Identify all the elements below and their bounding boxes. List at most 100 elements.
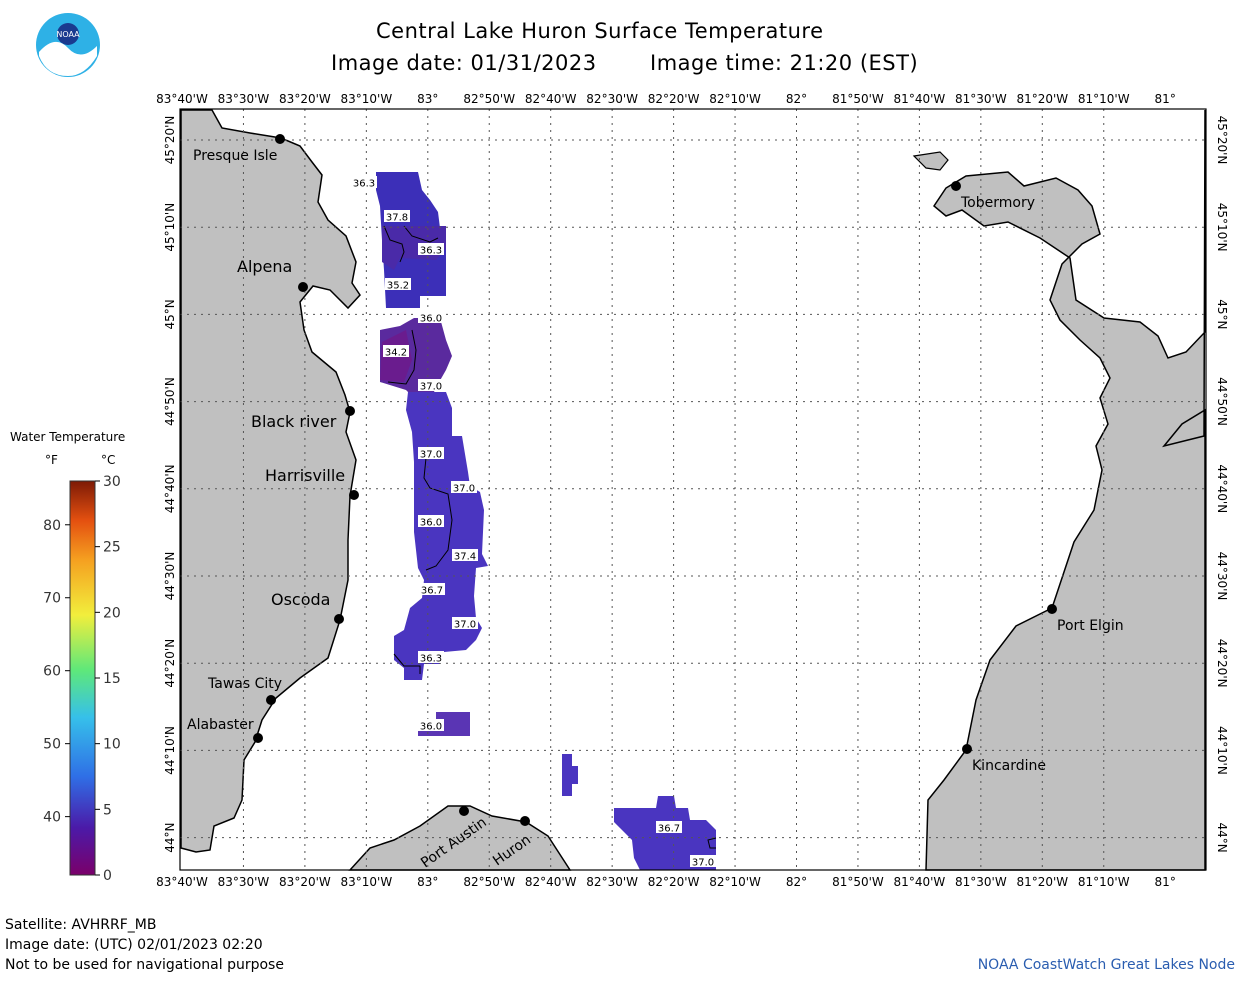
legend-c-tick: 30 [103, 474, 121, 490]
satellite-info: Satellite: AVHRRF_MB [5, 917, 157, 933]
temp-label-box [418, 311, 444, 323]
temp-label-box [384, 210, 410, 222]
lon-tick-top: 81°10'W [1078, 92, 1130, 106]
graticule [180, 109, 1206, 870]
place-label: Harrisville [265, 466, 345, 485]
logo-text: NOAA [56, 30, 80, 39]
lat-tick-left: 45°N [163, 299, 177, 329]
legend-unit-c: °C [101, 453, 116, 467]
bruce-peninsula-land [925, 109, 1206, 871]
temp-label-box [418, 719, 444, 731]
lon-tick-top: 81°50'W [832, 92, 884, 106]
place-marker [275, 134, 285, 144]
place-marker [345, 406, 355, 416]
lon-tick-bottom: 81°20'W [1016, 875, 1068, 889]
temp-label: 36.3 [420, 654, 442, 665]
legend-f-tick: 80 [43, 518, 61, 534]
legend-c-tick: 20 [103, 605, 121, 621]
lon-tick-top: 82°10'W [709, 92, 761, 106]
place-label: Tobermory [960, 195, 1035, 211]
place-label: Presque Isle [193, 148, 277, 164]
lon-tick-top: 81°30'W [955, 92, 1007, 106]
lon-tick-top: 83°20'W [279, 92, 331, 106]
legend-c-tick: 25 [103, 540, 121, 556]
lon-tick-top: 83°40'W [156, 92, 208, 106]
lat-tick-right: 44°40'N [1215, 464, 1229, 513]
place-marker [266, 695, 276, 705]
lat-tick-right: 45°20'N [1215, 116, 1229, 165]
place-label: Port Elgin [1057, 618, 1124, 634]
lon-tick-bottom: 82° [786, 875, 807, 889]
lat-tick-right: 44°30'N [1215, 552, 1229, 601]
axis-tick-labels: 83°40'W 83°40'W 83°30'W 83°30'W 83°20'W 83°20… [156, 92, 1229, 889]
legend-f-tick: 70 [43, 591, 61, 607]
lon-tick-bottom: 83°40'W [156, 875, 208, 889]
lat-tick-right: 44°N [1215, 822, 1229, 852]
temp-label: 36.3 [353, 179, 375, 190]
place-label: Alpena [237, 257, 292, 276]
place-marker [962, 744, 972, 754]
lat-tick-right: 45°10'N [1215, 203, 1229, 252]
lat-tick-right: 44°10'N [1215, 726, 1229, 775]
lon-tick-top: 82°20'W [648, 92, 700, 106]
legend-f-tick: 60 [43, 664, 61, 680]
lon-tick-bottom: 81°10'W [1078, 875, 1130, 889]
lat-tick-left: 44°40'N [163, 464, 177, 513]
temp-label: 34.2 [385, 348, 407, 359]
lon-tick-top: 81°40'W [894, 92, 946, 106]
lat-tick-left: 44°10'N [163, 726, 177, 775]
place-marker [951, 181, 961, 191]
temp-label: 37.0 [453, 484, 475, 495]
disclaimer: Not to be used for navigational purpose [5, 957, 284, 973]
michigan-land [180, 109, 361, 853]
temp-label: 36.7 [421, 586, 443, 597]
lon-tick-bottom: 82°50'W [463, 875, 515, 889]
place-marker [334, 614, 344, 624]
temp-label-box [418, 515, 444, 527]
temp-label: 37.0 [420, 450, 442, 461]
place-marker [520, 816, 530, 826]
lon-tick-top: 81°20'W [1016, 92, 1068, 106]
temperature-labels: 36.3 37.8 36.3 35.2 36.0 34.2 37.0 37.0 37.0 36.0… [351, 176, 716, 869]
legend-c-tick: 0 [103, 868, 112, 884]
lat-tick-left: 44°N [163, 822, 177, 852]
temp-label-box [418, 651, 444, 663]
place-marker [253, 733, 263, 743]
place-marker [298, 282, 308, 292]
temp-label-box [690, 855, 716, 867]
lon-tick-bottom: 81°50'W [832, 875, 884, 889]
temp-label-box [418, 243, 444, 255]
lon-tick-top: 81° [1155, 92, 1176, 106]
lon-tick-bottom: 83°20'W [279, 875, 331, 889]
lat-tick-left: 45°20'N [163, 116, 177, 165]
lon-tick-top: 82° [786, 92, 807, 106]
lon-tick-bottom: 81° [1155, 875, 1176, 889]
lon-tick-bottom: 82°10'W [709, 875, 761, 889]
lon-tick-top: 82°40'W [525, 92, 577, 106]
lat-tick-left: 45°10'N [163, 203, 177, 252]
temp-label: 37.0 [454, 620, 476, 631]
lon-tick-bottom: 83°10'W [340, 875, 392, 889]
temp-label-box [452, 617, 478, 629]
lon-tick-top: 83°10'W [340, 92, 392, 106]
noaa-logo-icon: NOAA [36, 13, 100, 77]
isotherm-lines [383, 225, 717, 849]
temp-label: 37.0 [692, 858, 714, 869]
temp-label-box [419, 583, 445, 595]
temp-label: 36.0 [420, 518, 442, 529]
temp-label-box [351, 176, 377, 188]
legend-f-tick: 40 [43, 810, 61, 826]
temp-label: 36.7 [658, 824, 680, 835]
temp-label-box [385, 278, 411, 290]
legend-title: Water Temperature [10, 430, 126, 444]
legend-gradient [69, 480, 96, 876]
legend-c-tick: 15 [103, 671, 121, 687]
temp-label: 36.0 [420, 314, 442, 325]
lat-tick-left: 44°20'N [163, 639, 177, 688]
temp-label: 37.4 [454, 552, 476, 563]
lat-tick-right: 45°N [1215, 299, 1229, 329]
utc-date-info: Image date: (UTC) 02/01/2023 02:20 [5, 937, 263, 953]
lon-tick-bottom: 81°30'W [955, 875, 1007, 889]
temp-label: 37.0 [420, 382, 442, 393]
credit-link[interactable]: NOAA CoastWatch Great Lakes Node [977, 957, 1235, 973]
